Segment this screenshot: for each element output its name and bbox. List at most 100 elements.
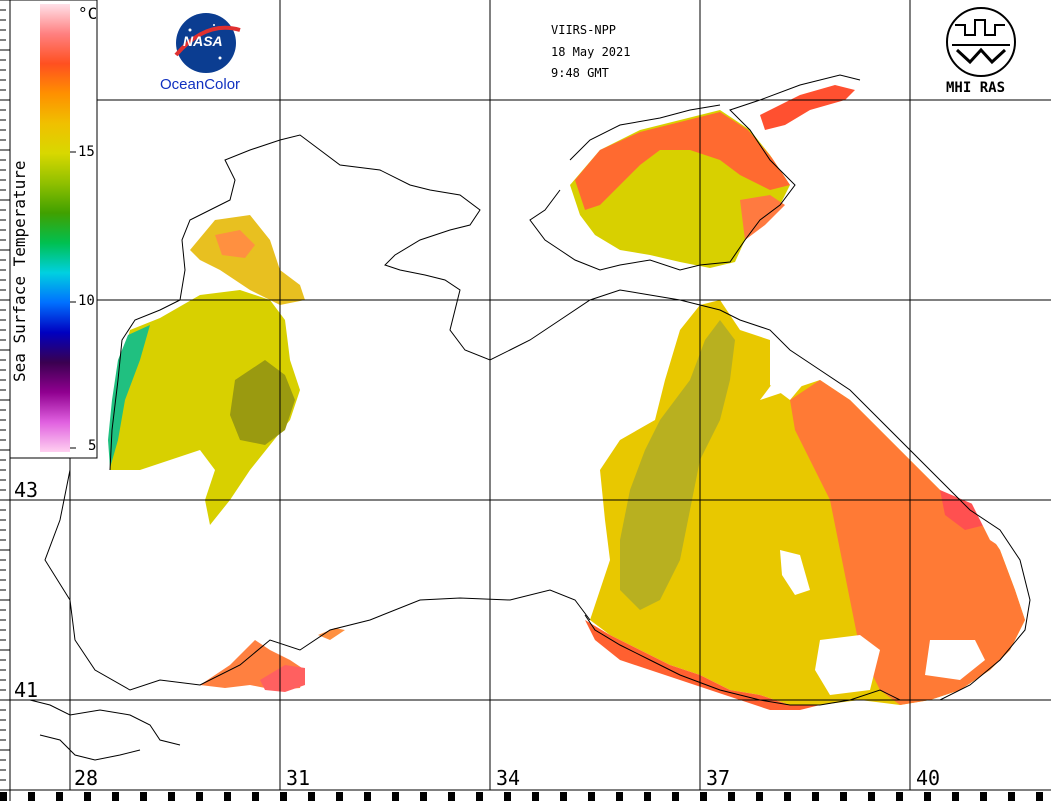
bottom-tick [728,792,735,801]
coast-marmara [39,734,141,761]
sst-western-cool [230,360,295,445]
bottom-tick [294,792,301,801]
cloud-gap-1 [770,320,815,400]
bottom-tick [574,792,581,801]
lon-label-34: 34 [496,766,521,790]
bottom-tick [966,792,973,801]
bottom-tick [896,792,903,801]
bottom-tick [644,792,651,801]
bottom-tick [266,792,273,801]
coast-azov-rim [529,74,861,271]
sst-azov-east-warm [740,195,785,240]
bottom-tick [518,792,525,801]
bottom-tick [546,792,553,801]
nasa-logo [174,13,241,73]
sst-taganrog [760,85,855,130]
header-date: 18 May 2021 [551,45,631,59]
bottom-tick [476,792,483,801]
bottom-tick [14,792,21,801]
coast-west [109,134,701,471]
bottom-tick [1036,792,1043,801]
bottom-tick [756,792,763,801]
sst-western-coast-cool [108,325,150,468]
bottom-tick [126,792,133,801]
sst-eastern-warm [790,380,1025,705]
bottom-tick [196,792,203,801]
bottom-tick [238,792,245,801]
header-sensor: VIIRS-NPP [551,23,617,37]
bottom-tick [658,792,665,801]
sst-danube-warm [215,230,255,258]
colorbar-gradient [40,4,70,452]
mhi-ras-label: MHI RAS [946,80,1006,96]
coast-azov-north [569,104,721,161]
bottom-tick [980,792,987,801]
bottom-tick [224,792,231,801]
bottom-tick [112,792,119,801]
bottom-tick [910,792,917,801]
sst-turkey-hot [260,665,305,692]
sst-field [108,85,1025,710]
colorbar-tick-10: 10 [78,293,95,309]
colorbar-tick-15: 15 [78,144,95,160]
bottom-tick [392,792,399,801]
bottom-tick [42,792,49,801]
bottom-tick [1022,792,1029,801]
sst-south-small [318,628,345,640]
bottom-tick [140,792,147,801]
bottom-tick [672,792,679,801]
bottom-tick [784,792,791,801]
cloud-gap-3 [925,640,985,680]
bottom-tick [280,792,287,801]
nasa-wordmark: NASA [183,33,223,49]
bottom-tick [812,792,819,801]
bottom-tick [616,792,623,801]
bottom-tick [252,792,259,801]
left-tick-marks [0,0,10,781]
bottom-tick [420,792,427,801]
bottom-tick [742,792,749,801]
coast-bosporus [29,699,181,746]
bottom-tick [322,792,329,801]
colorbar-tick-5: 5 [88,438,97,454]
bottom-tick [602,792,609,801]
bottom-tick [714,792,721,801]
colorbar-title: Sea Surface Temperature [10,160,29,382]
bottom-tick [924,792,931,801]
bottom-tick [308,792,315,801]
bottom-tick [70,792,77,801]
bottom-tick [588,792,595,801]
cloud-gap-5 [940,360,1020,560]
bottom-tick [560,792,567,801]
sst-azov-warm [575,112,790,210]
coast-east [584,304,1031,706]
bottom-tick [350,792,357,801]
bottom-tick [154,792,161,801]
bottom-tick [826,792,833,801]
bottom-tick [98,792,105,801]
bottom-tick [938,792,945,801]
bottom-tick [532,792,539,801]
bottom-tick [336,792,343,801]
header-time: 9:48 GMT [551,66,609,80]
sst-western-shelf [110,290,300,525]
lon-label-31: 31 [286,766,311,790]
bottom-tick-marks [0,792,1051,801]
bottom-tick [434,792,441,801]
bottom-tick [448,792,455,801]
bottom-tick [182,792,189,801]
bottom-tick [854,792,861,801]
coastline [29,74,1031,761]
bottom-tick [364,792,371,801]
grid [10,0,1051,790]
bottom-tick [868,792,875,801]
lat-label-41: 41 [14,678,39,702]
bottom-tick [700,792,707,801]
bottom-tick [406,792,413,801]
bottom-tick [210,792,217,801]
colorbar-unit: °C [78,4,98,23]
sst-danube [190,215,305,305]
cloud-gap-4 [780,550,810,595]
